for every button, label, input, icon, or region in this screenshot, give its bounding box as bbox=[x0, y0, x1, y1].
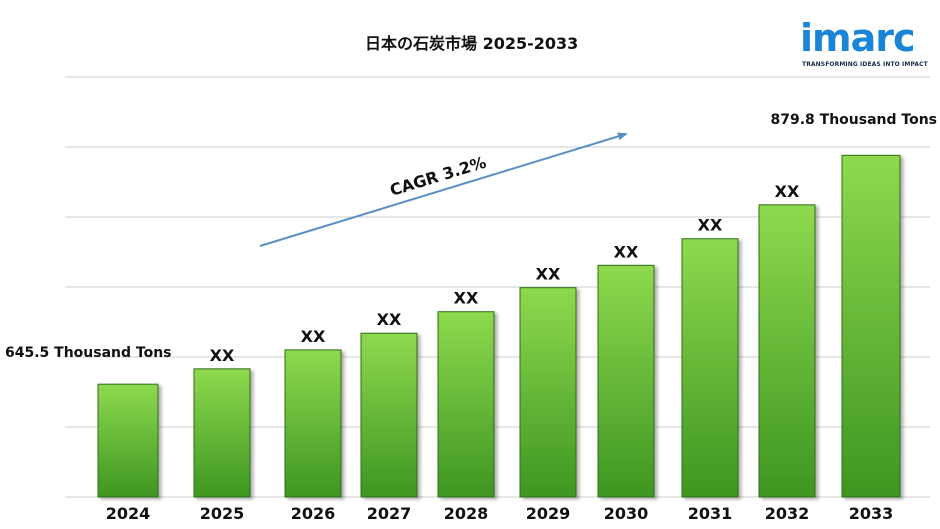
logo-tagline: TRANSFORMING IDEAS INTO IMPACT bbox=[802, 61, 928, 68]
data-label-2031: XX bbox=[698, 216, 723, 235]
cagr-arrow bbox=[259, 132, 628, 247]
data-label-2030: XX bbox=[614, 242, 639, 261]
data-labels: 645.5 Thousand Tons XX XX XX XX XX XX XX XX 879.8… bbox=[5, 112, 937, 365]
data-label-2033: 879.8 Thousand Tons bbox=[770, 112, 937, 128]
data-label-2032: XX bbox=[775, 182, 800, 201]
data-label-2027: XX bbox=[377, 310, 402, 329]
bar-2029 bbox=[519, 287, 577, 498]
bar-2027 bbox=[360, 332, 418, 498]
x-tick-2029: 2029 bbox=[526, 504, 571, 523]
x-axis-ticks: 2024 2025 2026 2027 2028 2029 2030 2031 2032 2033 bbox=[106, 504, 894, 523]
bars bbox=[97, 154, 901, 498]
bar-2028 bbox=[437, 311, 495, 498]
data-label-2028: XX bbox=[454, 289, 479, 308]
bar-2030 bbox=[597, 264, 655, 498]
data-label-2025: XX bbox=[210, 346, 235, 365]
x-tick-2030: 2030 bbox=[604, 504, 649, 523]
bar-2026 bbox=[284, 349, 342, 498]
cagr-label: CAGR 3.2% bbox=[388, 153, 489, 200]
x-tick-2024: 2024 bbox=[106, 504, 151, 523]
chart-title: 日本の石炭市場 2025-2033 bbox=[365, 34, 579, 53]
x-tick-2026: 2026 bbox=[291, 504, 336, 523]
bar-2025 bbox=[193, 368, 251, 498]
data-label-2026: XX bbox=[301, 327, 326, 346]
x-tick-2031: 2031 bbox=[688, 504, 733, 523]
data-label-2024: 645.5 Thousand Tons bbox=[5, 345, 172, 361]
x-tick-2027: 2027 bbox=[367, 504, 412, 523]
x-tick-2033: 2033 bbox=[849, 504, 894, 523]
data-label-2029: XX bbox=[536, 265, 561, 284]
bar-2033 bbox=[841, 154, 901, 498]
imarc-logo[interactable]: imarc TRANSFORMING IDEAS INTO IMPACT bbox=[790, 14, 935, 74]
cagr-annotation: CAGR 3.2% bbox=[259, 132, 628, 247]
bar-2024 bbox=[97, 383, 159, 498]
x-tick-2028: 2028 bbox=[444, 504, 489, 523]
bar-2031 bbox=[681, 238, 739, 498]
x-tick-2025: 2025 bbox=[200, 504, 245, 523]
x-tick-2032: 2032 bbox=[765, 504, 810, 523]
bar-2032 bbox=[758, 204, 816, 498]
logo-wordmark: imarc bbox=[800, 16, 916, 60]
